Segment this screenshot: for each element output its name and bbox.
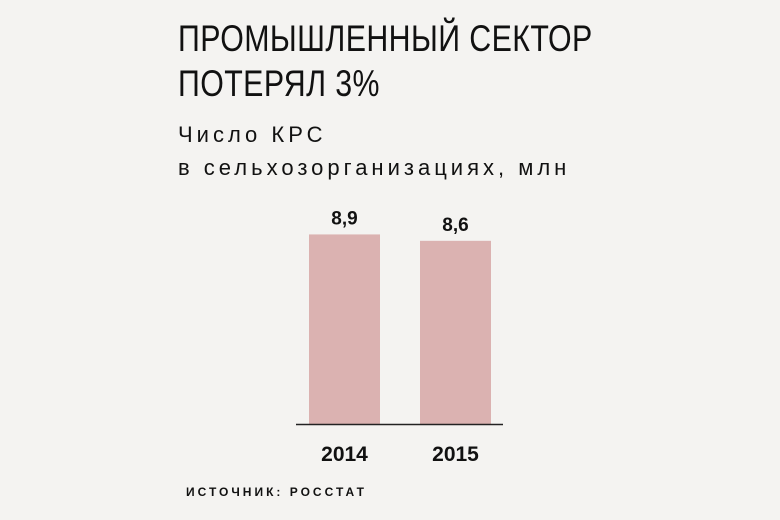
bar-2015 <box>420 240 491 424</box>
x-tick-label-2015: 2015 <box>432 443 479 466</box>
chart-subtitle-line-1: Число КРС <box>178 122 327 147</box>
bar-2014 <box>309 234 380 424</box>
chart-title-line-1: ПРОМЫШЛЕННЫЙ СЕКТОР <box>178 18 593 59</box>
chart-subtitle-line-2: в сельхозорганизациях, млн <box>178 155 571 180</box>
chart-title: ПРОМЫШЛЕННЫЙ СЕКТОР ПОТЕРЯЛ 3% <box>178 16 593 106</box>
data-label-2015: 8,6 <box>442 215 468 236</box>
data-label-2014: 8,9 <box>331 208 357 229</box>
x-tick-label-2014: 2014 <box>321 443 368 466</box>
chart-title-line-2: ПОТЕРЯЛ 3% <box>178 63 380 104</box>
source-note: ИСТОЧНИК: РОССТАТ <box>186 485 367 499</box>
chart-subtitle: Число КРС в сельхозорганизациях, млн <box>178 118 570 184</box>
